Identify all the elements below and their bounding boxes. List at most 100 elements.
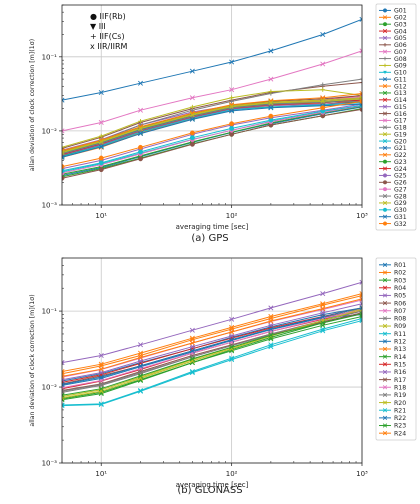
series-line [62,105,362,174]
marker-x [382,408,388,413]
series-line [62,98,362,154]
marker-x [189,356,195,362]
y-tick-label: 10⁻² [42,384,58,392]
legend-label: G14 [394,97,407,104]
legend-label: G15 [394,104,407,111]
marker-circle [382,8,388,13]
legend-label: G32 [394,221,407,228]
annotation-text: + IIF(Cs) [90,32,125,41]
marker-x [382,28,388,34]
marker-x [137,363,144,369]
marker-plus [268,89,274,94]
marker-circle [382,187,388,192]
legend-item-r22: R22 [379,415,406,422]
marker-plus [62,146,65,151]
series-line [62,320,362,407]
series-line [62,102,362,156]
marker-circle [382,22,388,27]
marker-x [268,105,274,111]
legend-item-g20: G20 [379,138,407,145]
marker-x [382,423,388,428]
legend-label: G04 [394,28,407,35]
legend-item-g07: G07 [379,49,407,56]
legend-item-g12: G12 [379,83,407,90]
legend-label: G23 [394,159,407,166]
marker-x [268,344,274,350]
marker-x [382,331,388,336]
legend-label: R14 [394,354,406,361]
marker-x [382,415,388,420]
legend-label: G19 [394,131,407,138]
legend-item-g28: G28 [379,193,407,200]
marker-x [320,318,326,324]
marker-x [62,150,65,156]
marker-x [320,291,326,297]
marker-x [98,381,104,388]
legend-label: R23 [394,423,406,430]
marker-x [382,35,388,41]
marker-x [320,61,326,67]
marker-x [382,104,388,109]
legend-label: G13 [394,90,407,97]
legend-label: R06 [394,300,406,307]
plot-area [62,258,362,463]
legend-label: G16 [394,111,407,118]
marker-circle [98,160,104,166]
marker-x [229,59,235,65]
legend-item-g15: G15 [379,104,407,111]
marker-x [189,327,195,333]
series-line [62,295,362,375]
marker-x [359,318,362,324]
legend-item-r05: R05 [379,293,406,300]
legend-label: G03 [394,21,407,28]
legend-item-r06: R06 [379,300,406,307]
series-g11 [62,16,362,103]
series-line [62,313,362,396]
series-line [62,102,362,158]
legend-label: R15 [394,362,406,369]
legend-label: G12 [394,83,407,90]
legend-item-r14: R14 [379,354,406,361]
marker-x [359,16,362,22]
legend-item-g03: G03 [379,21,407,28]
marker-x [62,373,65,379]
legend-label: R16 [394,369,406,376]
legend-item-r07: R07 [379,308,406,315]
marker-x [229,344,235,350]
marker-x [382,354,388,359]
marker-triangle [383,70,387,75]
marker-x [320,95,326,101]
legend-label: G30 [394,207,407,214]
legend-label: R19 [394,392,406,399]
legend-label: R12 [394,339,406,346]
annotation-text: ● IIF(Rb) [90,12,126,21]
series-line [62,18,362,101]
legend-item-r23: R23 [379,423,406,430]
marker-x [382,339,388,344]
series-g29 [62,96,362,156]
legend-label: R18 [394,384,406,391]
series-line [62,108,362,179]
marker-x [382,193,388,199]
marker-x [382,83,388,89]
marker-x [98,361,104,367]
marker-x [98,401,104,407]
marker-x [382,145,388,151]
legend-item-r16: R16 [379,369,406,376]
marker-x [268,318,274,324]
legend-item-g01: G01 [379,8,407,15]
x-tick-label: 10² [226,470,238,478]
y-axis-label: allan deviation of clock correction [m](… [29,39,36,171]
legend-label: G18 [394,125,407,132]
marker-x [320,328,326,334]
series-g26 [62,106,362,181]
marker-x [382,293,388,298]
x-tick-label: 10³ [356,212,368,220]
y-tick-label: 10⁻³ [42,460,58,468]
marker-x [98,366,104,372]
series-group [62,279,362,409]
legend: G01G02G03G04G05G06G07G08G09G10G11G12G13G… [375,3,417,231]
marker-x [137,350,144,356]
legend-label: G29 [394,200,407,207]
series-g30 [62,103,362,174]
